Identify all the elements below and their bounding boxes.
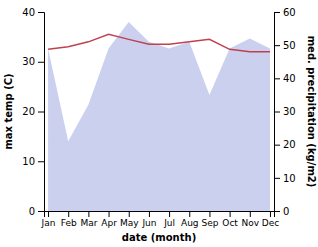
line [48,34,270,51]
axis-domain [38,13,45,212]
tick: Dec [262,211,279,228]
tick-label: Sep [201,218,218,228]
tick: 10 [274,173,296,184]
tick: 20 [22,106,44,117]
tick: 30 [22,56,44,67]
tick-label: 0 [29,206,35,217]
tick: 60 [274,7,296,18]
tick-label: 40 [283,73,296,84]
tick: Nov [242,211,260,228]
tick-mark [149,211,150,217]
tick-mark [274,12,280,13]
tick-mark [38,62,44,63]
tick-label: 60 [283,7,296,18]
tick-mark [209,211,210,217]
tick-mark [274,78,280,79]
tick-mark [274,45,280,46]
tick-mark [38,112,44,113]
tick: 40 [22,7,44,18]
tick: 20 [274,139,296,150]
tick: Jul [163,211,175,228]
tick-mark [250,211,251,217]
tick-label: Apr [101,218,117,228]
y2-axis-title: med. precipitation (kg/m2) [306,36,317,188]
tick-mark [48,211,49,217]
tick-label: Nov [242,218,260,228]
tick: Jan [41,211,56,228]
y2-axis: 0 10 20 30 40 50 60 [274,7,296,217]
tick-label: Mar [80,218,97,228]
tick-mark [109,211,110,217]
tick: Sep [201,211,218,228]
tick: 0 [29,206,44,217]
tick-label: Dec [262,218,279,228]
y-axis-title: max temp (C) [3,73,14,149]
tick-label: Jan [41,218,56,228]
tick-mark [38,211,44,212]
tick-label: Jun [141,218,156,228]
tick-mark [169,211,170,217]
tick: Aug [181,211,199,228]
tick-label: 30 [283,106,296,117]
tick-label: 10 [283,173,296,184]
y-axis: 0 10 20 30 40 [22,7,44,217]
tick-mark [38,161,44,162]
tick: Feb [61,211,77,228]
x-axis: Jan FebMar AprMayJun Jul AugSep Oct NovDec [41,211,280,228]
tick: Apr [101,211,117,228]
area [48,22,270,211]
tick: 50 [274,40,296,51]
x-axis-title: date (month) [122,232,196,243]
tick-label: 20 [22,106,35,117]
tick: May [120,211,139,228]
tick-mark [68,211,69,217]
tick-label: 20 [283,139,296,150]
tick-label: Aug [181,218,199,228]
tick-mark [274,211,280,212]
tick-label: 30 [22,56,35,67]
tick: 0 [274,206,289,217]
tick: 10 [22,156,44,167]
tick-label: Jul [163,218,175,228]
tick: 30 [274,106,296,117]
tick-label: 40 [22,7,35,18]
tick: 40 [274,73,296,84]
tick-label: 50 [283,40,296,51]
tick: Mar [80,211,97,228]
tick: Oct [222,211,238,228]
tick-label: 10 [22,156,35,167]
tick-label: May [120,218,139,228]
tick-mark [38,12,44,13]
tick-label: Feb [61,218,77,228]
tick-mark [189,211,190,217]
tick-mark [270,211,271,217]
tick-label: Oct [222,218,238,228]
tick-mark [129,211,130,217]
axis-domain [275,13,281,212]
chart: Jan FebMar AprMayJun Jul AugSep Oct NovDec 0 10 2… [0,0,318,247]
tick-mark [274,145,280,146]
tick-mark [274,112,280,113]
tick-mark [88,211,89,217]
axis-domain [45,212,275,218]
tick-mark [274,178,280,179]
tick-mark [230,211,231,217]
tick: Jun [141,211,156,228]
plot-area [48,22,270,211]
tick-label: 0 [283,206,289,217]
